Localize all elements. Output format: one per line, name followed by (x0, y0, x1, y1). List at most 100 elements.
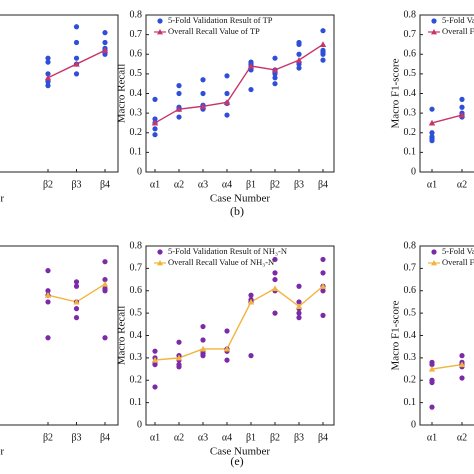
x-axis-label: Case Number (0, 446, 4, 458)
y-tick-label: 0.7 (404, 263, 417, 274)
overall-marker (247, 298, 255, 305)
y-tick-label: 0.3 (404, 107, 417, 118)
fold-point (45, 55, 51, 61)
x-tick-label: β2 (270, 432, 280, 443)
y-tick-label: 0.1 (130, 147, 143, 158)
x-tick-label: β2 (43, 432, 53, 443)
legend-marker (157, 18, 163, 24)
x-tick-label: β3 (294, 179, 304, 190)
fold-point (152, 348, 158, 354)
y-tick-label: 0.3 (404, 352, 417, 363)
fold-point (45, 71, 51, 77)
y-tick-label: 0.7 (130, 263, 143, 274)
x-axis-label: Case Number (210, 446, 271, 458)
y-tick-label: 0.8 (404, 9, 417, 20)
x-tick-label: α2 (457, 432, 467, 443)
overall-marker (44, 292, 52, 298)
overall-marker (101, 280, 109, 287)
fold-point (272, 75, 278, 81)
fold-point (102, 335, 108, 341)
overall-line (431, 114, 463, 124)
overall-marker (175, 106, 183, 112)
fold-point (73, 315, 80, 321)
panel-label: (b) (230, 204, 244, 218)
fold-point (248, 353, 254, 359)
x-tick-label: β4 (318, 179, 328, 190)
fold-point (459, 353, 465, 359)
overall-line (154, 43, 324, 124)
fold-point (296, 283, 302, 289)
fold-point (200, 337, 206, 343)
overall-line (431, 363, 463, 370)
y-tick-label: 0.5 (130, 307, 143, 318)
fold-point (248, 292, 254, 298)
fold-point (272, 81, 278, 87)
legend-marker (431, 260, 437, 266)
x-tick-label: α4 (222, 432, 232, 443)
y-axis-label: Macro Recall (116, 64, 128, 124)
axes-frame (0, 245, 119, 426)
fold-point (152, 96, 158, 102)
fold-point (45, 299, 51, 305)
legend-label: Overall F1-score Value of TP (442, 26, 474, 36)
overall-marker (151, 119, 159, 126)
legend-label: 5-Fold Validation Result of TP (442, 15, 474, 25)
fold-point (272, 256, 278, 263)
legend-label: 5-Fold Validation Result of TP (168, 15, 273, 25)
fold-point (459, 104, 465, 110)
x-tick-label: α3 (198, 179, 208, 190)
y-tick-label: 0.4 (130, 88, 143, 99)
fold-point (73, 283, 80, 289)
fold-point (296, 51, 302, 57)
axes-frame (419, 245, 474, 426)
overall-marker (271, 66, 279, 73)
legend-label: 5-Fold Validation Result of NH₃-N (442, 246, 474, 256)
fold-point (296, 61, 302, 67)
fold-point (320, 256, 326, 263)
fold-point (102, 51, 108, 57)
fold-point (45, 268, 51, 274)
x-tick-label: β4 (100, 432, 110, 443)
fold-point (102, 30, 108, 36)
fold-point (429, 361, 435, 368)
fold-point (200, 323, 206, 330)
fold-point (176, 339, 182, 345)
y-tick-label: 0.4 (404, 88, 417, 99)
y-tick-label: 0.4 (130, 330, 143, 341)
y-tick-label: 0.3 (130, 352, 143, 363)
overall-marker (319, 41, 327, 47)
overall-marker (458, 361, 466, 368)
fold-point (152, 361, 158, 368)
fold-point (45, 59, 51, 65)
y-tick-label: 0.3 (130, 107, 143, 118)
overall-marker (44, 74, 52, 81)
x-tick-label: β1 (246, 179, 256, 190)
x-tick-label: α2 (174, 432, 184, 443)
y-tick-label: 0.6 (130, 49, 143, 60)
fold-point (429, 379, 435, 386)
overall-marker (319, 283, 327, 289)
x-tick-label: β4 (318, 432, 328, 443)
x-tick-label: α3 (198, 432, 208, 443)
x-tick-label: β3 (71, 432, 81, 443)
fold-point (272, 270, 278, 276)
fold-point (73, 39, 80, 46)
fold-point (296, 299, 302, 305)
x-tick-label: β3 (294, 432, 304, 443)
fold-point (320, 57, 326, 63)
fold-point (200, 90, 206, 97)
y-tick-label: 0.1 (130, 397, 143, 408)
fold-point (45, 83, 51, 89)
y-tick-label: 0 (411, 419, 416, 430)
fold-point (73, 306, 80, 312)
legend-marker (431, 29, 437, 35)
axes-frame (145, 245, 335, 426)
x-tick-label: β2 (270, 179, 280, 190)
overall-marker (223, 345, 231, 352)
y-tick-label: 0 (137, 419, 142, 430)
fold-point (272, 276, 278, 283)
legend-label: 5-Fold Validation Result of NH₃-N (168, 246, 287, 256)
overall-marker (295, 303, 303, 309)
overall-marker (199, 103, 207, 109)
